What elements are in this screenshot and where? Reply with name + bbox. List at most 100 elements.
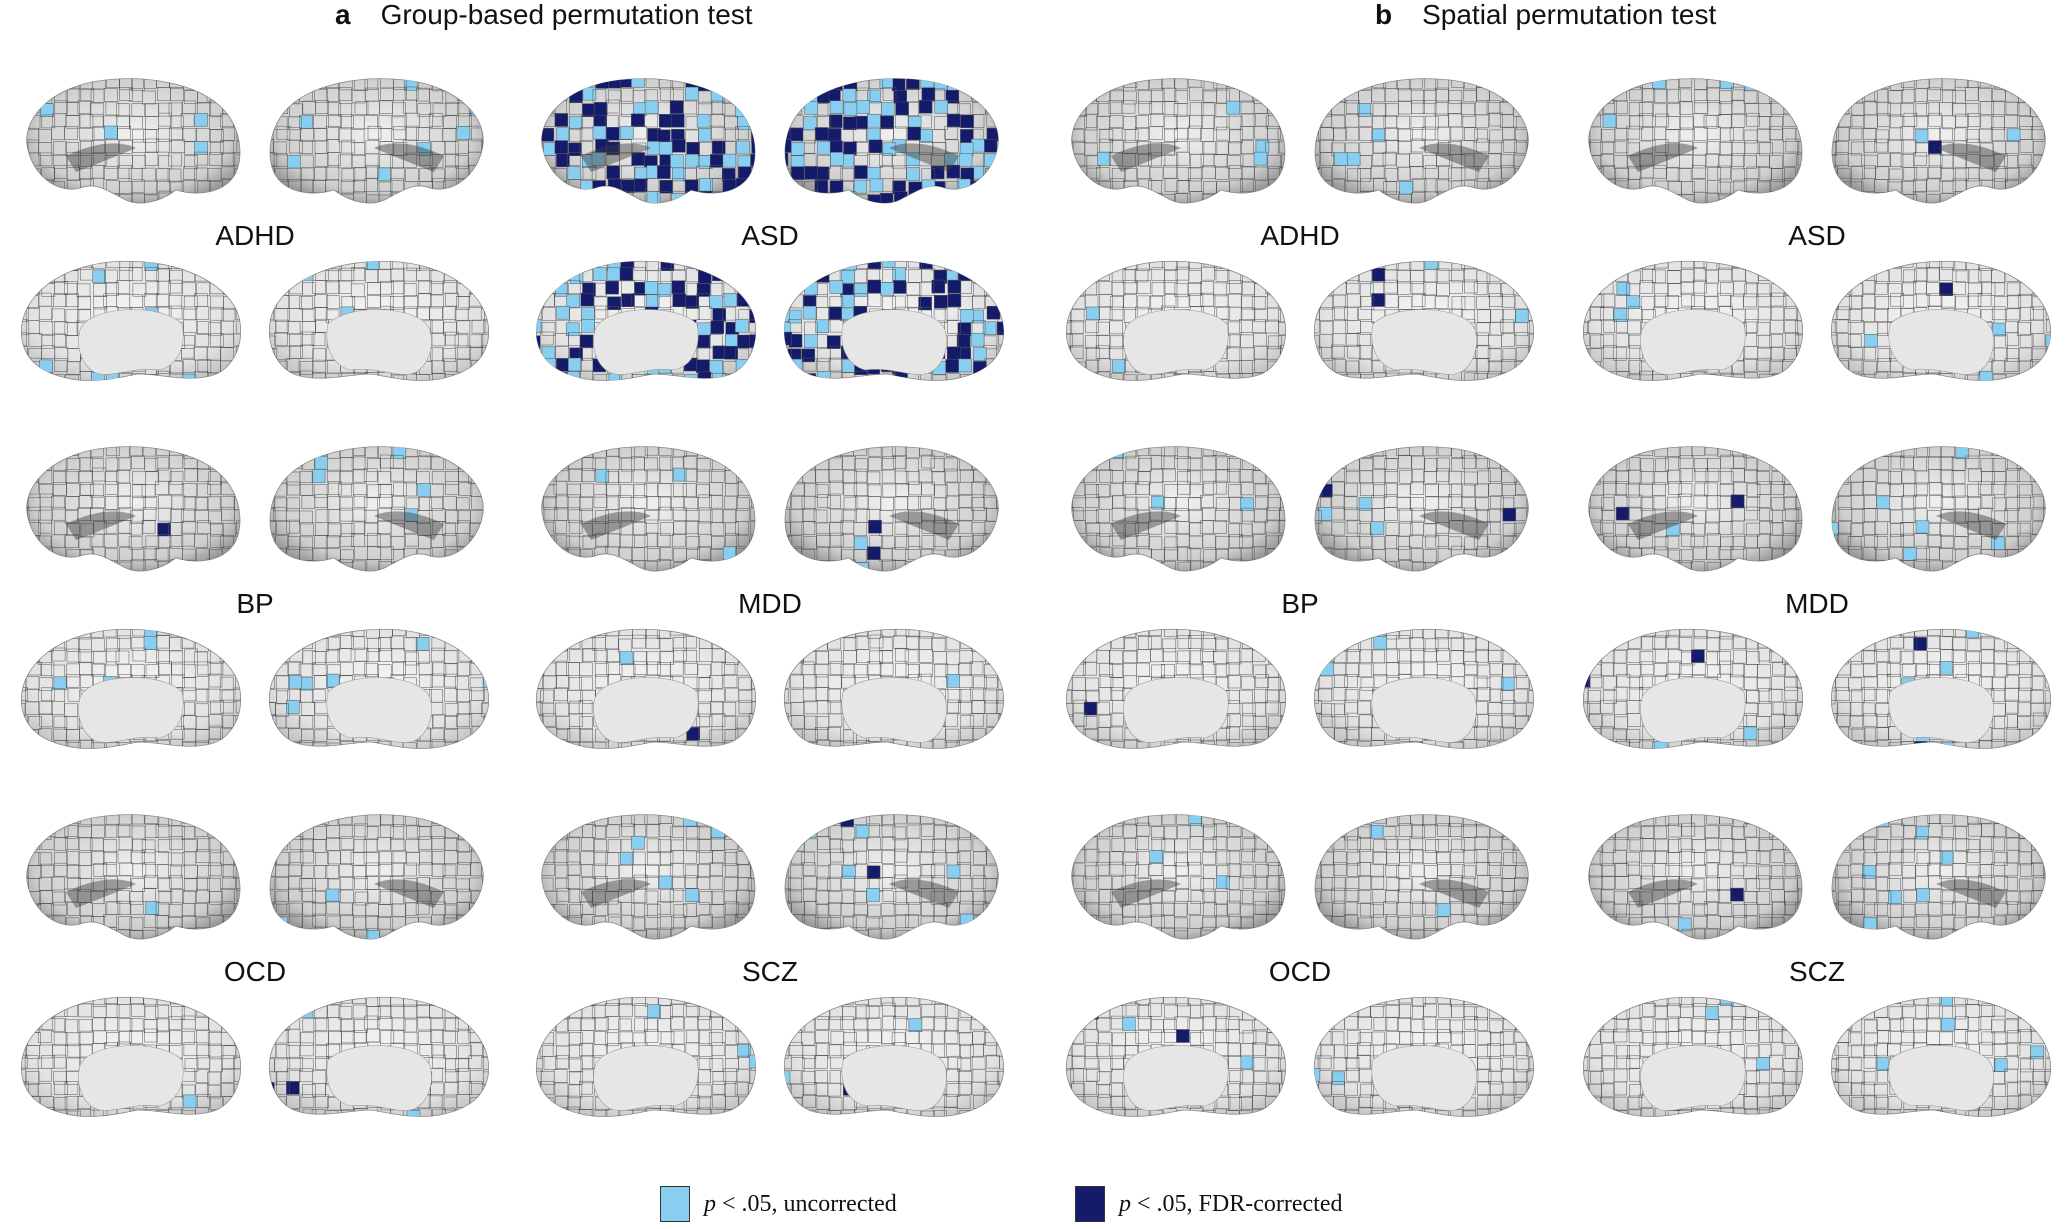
- parcel: [90, 193, 105, 204]
- parcel: [354, 78, 368, 91]
- parcel: [270, 100, 275, 115]
- parcel: [78, 154, 92, 169]
- parcel: [91, 495, 105, 509]
- parcel: [145, 649, 160, 663]
- parcel: [471, 561, 484, 572]
- parcel: [131, 850, 145, 864]
- parcel: [52, 891, 66, 906]
- parcel: [698, 997, 712, 1006]
- parcel: [354, 1123, 367, 1128]
- parcel: [645, 261, 659, 271]
- parcel: [78, 536, 93, 551]
- parcel: [118, 520, 132, 534]
- parcel: [484, 279, 489, 294]
- parcel: [236, 345, 241, 359]
- parcel: [351, 636, 366, 650]
- parcel: [234, 546, 240, 561]
- parcel: [248, 372, 250, 385]
- parcel: [542, 926, 556, 940]
- parcel: [311, 651, 326, 665]
- parcel: [443, 1096, 458, 1111]
- parcel: [223, 941, 236, 948]
- parcel: [723, 269, 738, 283]
- parcel: [853, 850, 867, 865]
- parcel: [761, 386, 765, 393]
- parcel: [352, 1004, 367, 1019]
- parcel: [536, 335, 541, 350]
- parcel: [843, 496, 858, 511]
- parcel: [377, 997, 392, 1007]
- parcel: [365, 915, 379, 929]
- parcel: [235, 1017, 241, 1032]
- parcel: [119, 574, 132, 580]
- parcel: [801, 348, 815, 363]
- parcel: [827, 902, 842, 916]
- parcel: [892, 754, 905, 760]
- parcel: [804, 89, 818, 103]
- parcel: [430, 673, 445, 688]
- parcel: [971, 138, 985, 153]
- parcel: [785, 102, 792, 116]
- parcel: [222, 864, 237, 879]
- parcel: [260, 1084, 262, 1097]
- parcel: [260, 944, 262, 948]
- parcel: [286, 1005, 301, 1019]
- parcel: [541, 179, 556, 193]
- parcel: [480, 629, 489, 638]
- parcel: [957, 1058, 971, 1072]
- parcel: [827, 261, 841, 270]
- parcel: [998, 484, 999, 499]
- parcel: [608, 207, 621, 212]
- parcel: [775, 103, 776, 116]
- parcel: [233, 103, 240, 118]
- parcel: [105, 1004, 120, 1018]
- parcel: [894, 191, 908, 204]
- parcel: [592, 825, 606, 839]
- parcel: [429, 497, 443, 511]
- parcel: [904, 649, 919, 664]
- parcel: [709, 862, 723, 876]
- parcel: [946, 752, 959, 760]
- parcel: [274, 386, 287, 392]
- parcel: [906, 167, 920, 181]
- parcel: [236, 1029, 241, 1044]
- parcel: [555, 675, 570, 690]
- parcel: [802, 373, 817, 381]
- parcel: [879, 661, 894, 676]
- parcel: [52, 814, 66, 827]
- parcel: [593, 839, 607, 853]
- parcel: [339, 507, 353, 522]
- parcel: [458, 192, 472, 204]
- parcel: [26, 536, 28, 551]
- parcel: [26, 457, 39, 471]
- parcel: [737, 822, 751, 837]
- parcel: [737, 1044, 751, 1058]
- parcel: [620, 87, 634, 102]
- parcel: [38, 572, 51, 580]
- parcel: [145, 664, 160, 678]
- parcel: [540, 637, 555, 652]
- parcel: [631, 78, 645, 88]
- parcel: [431, 332, 446, 347]
- parcel: [405, 112, 420, 127]
- parcel: [894, 874, 908, 889]
- parcel: [982, 180, 997, 194]
- parcel: [775, 114, 778, 127]
- parcel: [132, 495, 146, 510]
- parcel: [378, 181, 393, 196]
- parcel: [364, 826, 379, 840]
- parcel: [66, 522, 80, 536]
- parcel: [815, 904, 830, 918]
- parcel: [710, 753, 723, 760]
- parcel: [93, 650, 107, 665]
- parcel: [536, 1032, 542, 1047]
- parcel: [787, 823, 802, 838]
- parcel: [367, 282, 381, 296]
- parcel: [273, 204, 286, 212]
- parcel: [712, 573, 725, 580]
- parcel: [605, 635, 619, 650]
- parcel: [621, 663, 636, 678]
- parcel: [324, 1109, 339, 1117]
- parcel: [483, 154, 484, 169]
- parcel: [221, 740, 235, 749]
